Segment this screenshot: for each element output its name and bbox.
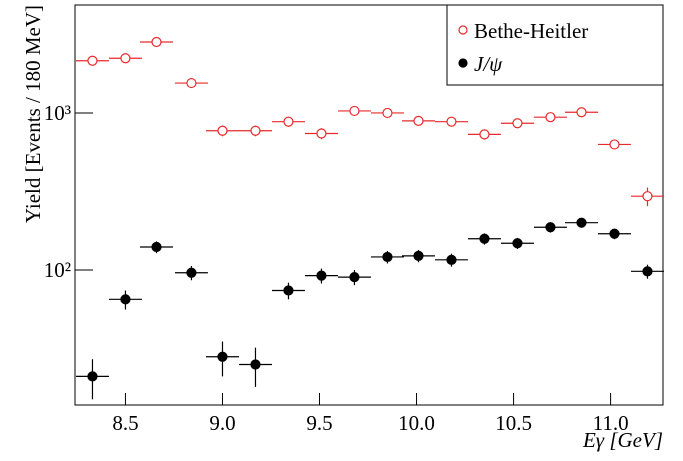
data-point	[316, 128, 327, 139]
data-point	[576, 107, 587, 118]
data-point	[186, 77, 197, 89]
data-point	[217, 351, 228, 362]
x-tick-label: 8.5	[112, 411, 138, 435]
data-point	[642, 191, 653, 202]
data-point	[151, 241, 162, 253]
data-point	[349, 272, 360, 283]
y-axis-label: Yield [Events / 180 MeV]	[21, 5, 45, 223]
legend-label: J/ψ	[474, 52, 503, 76]
data-point	[642, 266, 653, 277]
data-point	[413, 115, 424, 126]
data-point	[316, 270, 327, 281]
data-point	[87, 55, 98, 66]
data-point	[217, 125, 228, 136]
x-tick-label: 10.5	[495, 411, 532, 435]
data-point	[283, 285, 294, 296]
data-point	[250, 359, 261, 370]
x-tick-label: 9.5	[306, 411, 332, 435]
data-point	[446, 254, 457, 265]
y-tick-label: 10³	[44, 101, 71, 125]
y-tick-label: 10²	[44, 258, 71, 282]
data-point	[283, 116, 294, 127]
data-point	[576, 217, 587, 228]
x-tick-label: 10.0	[398, 411, 435, 435]
data-point	[349, 105, 360, 117]
plot-frame	[74, 4, 664, 406]
x-tick-label: 9.0	[209, 411, 235, 435]
legend-marker	[458, 25, 468, 35]
x-tick-label: 11.0	[593, 411, 629, 435]
data-point	[545, 222, 556, 233]
data-point	[609, 228, 620, 239]
data-point	[545, 112, 556, 123]
data-point	[120, 53, 131, 64]
data-point	[120, 294, 131, 305]
data-point	[413, 250, 424, 261]
data-point	[382, 251, 393, 263]
data-point	[512, 118, 523, 129]
data-point	[250, 125, 261, 136]
data-point	[186, 267, 197, 278]
x-axis-label: Eγ [GeV]	[582, 428, 663, 452]
data-point	[446, 116, 457, 127]
data-point	[87, 371, 98, 382]
data-point	[609, 139, 620, 150]
data-point	[382, 107, 393, 119]
data-point	[512, 238, 523, 249]
data-point	[151, 36, 162, 48]
data-point	[479, 233, 490, 244]
legend-label: Bethe-Heitler	[474, 19, 588, 43]
legend-box	[446, 4, 664, 86]
legend-marker	[458, 58, 468, 68]
data-point	[479, 129, 490, 140]
